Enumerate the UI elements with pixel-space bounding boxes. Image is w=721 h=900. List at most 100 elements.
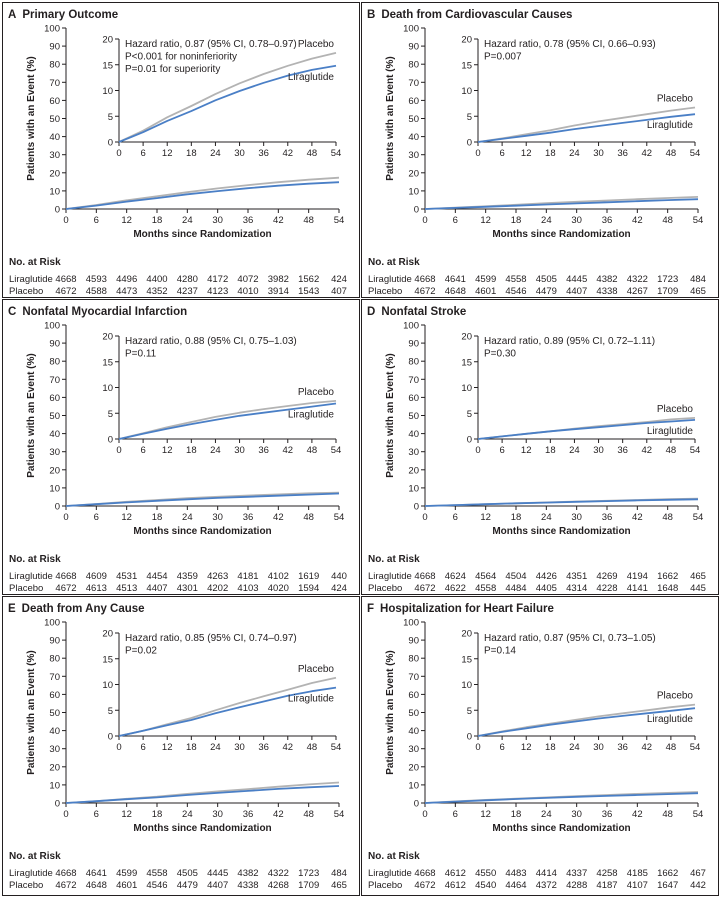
risk-count: 1662 <box>657 868 678 879</box>
inset-x-tick-label: 12 <box>162 742 173 753</box>
risk-count: 1543 <box>298 286 319 297</box>
risk-count: 4382 <box>237 868 258 879</box>
risk-row-label: Placebo <box>9 286 43 297</box>
y-tick-label: 30 <box>408 150 419 161</box>
y-tick-label: 80 <box>49 357 60 368</box>
inset-y-tick-label: 20 <box>461 332 472 343</box>
risk-count: 4020 <box>268 583 289 594</box>
inset-x-tick-label: 54 <box>690 445 701 456</box>
risk-count: 4540 <box>475 880 496 891</box>
risk-count: 4351 <box>566 571 587 582</box>
risk-table-header: No. at Risk <box>368 851 420 862</box>
risk-table-header: No. at Risk <box>9 851 61 862</box>
y-tick-label: 20 <box>408 762 419 773</box>
inset-y-tick-label: 0 <box>108 138 113 149</box>
risk-row-label: Placebo <box>368 583 402 594</box>
risk-row-label: Placebo <box>368 880 402 891</box>
risk-count: 4504 <box>505 571 526 582</box>
x-tick-label: 54 <box>334 215 345 226</box>
inset-x-tick-label: 36 <box>258 742 269 753</box>
inset-series-line-liraglutide <box>477 707 696 737</box>
risk-count: 4609 <box>86 571 107 582</box>
inset-y-tick-label: 20 <box>461 629 472 640</box>
panel-title: B Death from Cardiovascular Causes <box>367 9 572 21</box>
y-tick-label: 0 <box>414 205 419 216</box>
inset-y-tick-label: 0 <box>108 435 113 446</box>
series-line-liraglutide <box>424 498 699 507</box>
inset-y-tick-label: 10 <box>102 383 113 394</box>
risk-count: 4473 <box>116 286 137 297</box>
y-tick-label: 100 <box>44 24 60 35</box>
risk-count: 4072 <box>237 274 258 285</box>
risk-count: 4483 <box>505 868 526 879</box>
y-tick-label: 60 <box>408 690 419 701</box>
risk-count: 4622 <box>445 583 466 594</box>
y-tick-label: 0 <box>55 799 60 810</box>
inset-x-tick-label: 6 <box>140 445 145 456</box>
risk-row-label: Liraglutide <box>9 274 53 285</box>
x-axis-label: Months since Randomization <box>492 526 630 537</box>
y-tick-label: 40 <box>408 726 419 737</box>
inset-x-tick-label: 0 <box>116 148 121 159</box>
y-tick-label: 40 <box>49 429 60 440</box>
panel-letter: C <box>8 306 17 318</box>
risk-count: 4593 <box>86 274 107 285</box>
x-tick-label: 6 <box>453 512 458 523</box>
risk-count: 4668 <box>55 274 76 285</box>
panel-title: F Hospitalization for Heart Failure <box>367 603 554 615</box>
risk-count: 4479 <box>536 286 557 297</box>
panel-c: C Nonfatal Myocardial Infarction 0 10 20 30 4… <box>2 299 360 595</box>
risk-count: 4484 <box>505 583 526 594</box>
risk-count: 4185 <box>627 868 648 879</box>
y-tick-label: 50 <box>49 114 60 125</box>
risk-count: 4187 <box>596 880 617 891</box>
risk-count: 4445 <box>207 868 228 879</box>
x-tick-label: 36 <box>602 809 613 820</box>
inset-x-tick-label: 54 <box>331 742 342 753</box>
y-tick-label: 20 <box>49 465 60 476</box>
inset-y-tick-label: 0 <box>467 732 472 743</box>
inset-y-tick-label: 5 <box>467 112 472 123</box>
x-tick-label: 30 <box>212 215 223 226</box>
inset-x-tick-label: 12 <box>162 445 173 456</box>
y-tick-label: 20 <box>408 465 419 476</box>
risk-row-label: Liraglutide <box>368 274 412 285</box>
annotation: P=0.01 for superiority <box>125 64 220 75</box>
inset-x-tick-label: 48 <box>666 445 677 456</box>
y-tick-label: 90 <box>49 339 60 350</box>
inset-x-tick-label: 6 <box>140 742 145 753</box>
inset-x-tick-label: 0 <box>475 742 480 753</box>
x-tick-label: 18 <box>152 512 163 523</box>
risk-count: 4546 <box>146 880 167 891</box>
risk-count: 4479 <box>177 880 198 891</box>
inset-x-tick-label: 36 <box>258 148 269 159</box>
risk-count: 4337 <box>566 868 587 879</box>
inset-x-tick-label: 6 <box>499 742 504 753</box>
inset-x-tick-label: 0 <box>475 148 480 159</box>
inset-y-tick-label: 15 <box>102 60 113 71</box>
y-tick-label: 0 <box>414 799 419 810</box>
x-tick-label: 30 <box>571 512 582 523</box>
inset-x-tick-label: 48 <box>666 742 677 753</box>
annotation: P=0.30 <box>484 349 516 360</box>
risk-count: 4601 <box>475 286 496 297</box>
panel-letter: F <box>367 603 375 615</box>
risk-count: 4564 <box>475 571 496 582</box>
inset-x-tick-label: 18 <box>545 148 556 159</box>
x-tick-label: 48 <box>303 215 314 226</box>
y-tick-label: 10 <box>49 483 60 494</box>
inset-series-line-liraglutide <box>118 686 337 737</box>
risk-count: 4352 <box>146 286 167 297</box>
inset-x-tick-label: 12 <box>521 742 532 753</box>
y-tick-label: 10 <box>49 780 60 791</box>
risk-row-label: Liraglutide <box>9 571 53 582</box>
inset-x-tick-label: 36 <box>258 445 269 456</box>
risk-count: 1709 <box>298 880 319 891</box>
x-tick-label: 24 <box>541 809 552 820</box>
risk-count: 4010 <box>237 286 258 297</box>
inset-y-tick-label: 0 <box>467 138 472 149</box>
risk-count: 4372 <box>536 880 557 891</box>
